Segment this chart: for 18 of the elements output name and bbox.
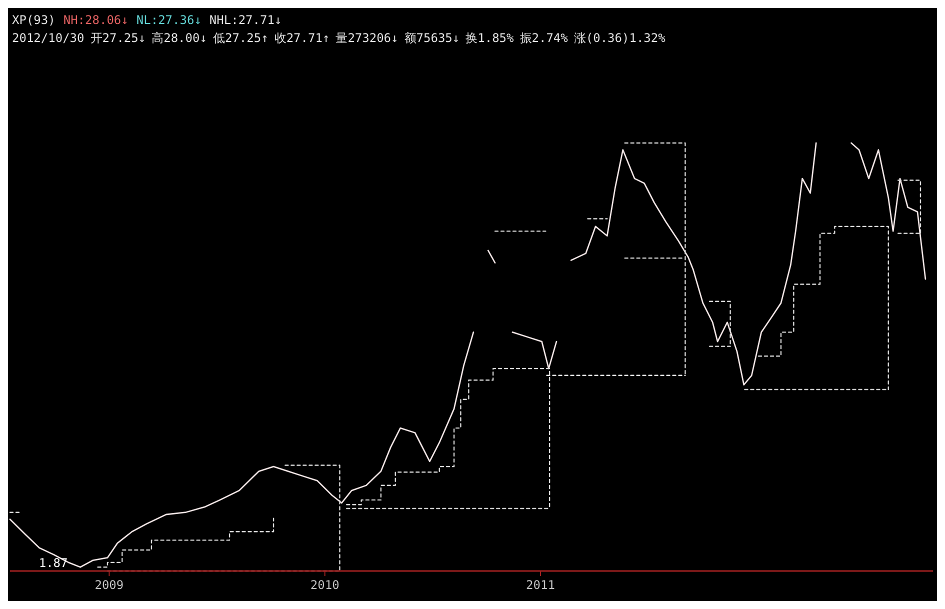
text: NH:28.06↓: [63, 13, 128, 27]
x-tick-label: 2011: [526, 578, 555, 592]
x-tick-label: 2009: [94, 578, 124, 592]
text: NL:27.36↓: [136, 13, 202, 27]
text: 2012/10/30: [12, 31, 84, 45]
text: 开27.25↓: [90, 31, 146, 45]
chart-title: XP(93): [12, 13, 56, 27]
text: 量273206↓: [336, 31, 398, 45]
text: 涨(0.36)1.32%: [574, 31, 666, 45]
x-tick-label: 2010: [310, 578, 340, 592]
text: 收27.71↑: [274, 31, 330, 45]
annotation: 1.87: [38, 556, 68, 570]
text: 额75635↓: [404, 31, 460, 45]
text: 换1.85%: [466, 31, 515, 45]
text: 高28.00↓: [152, 31, 207, 45]
text: NHL:27.71↓: [209, 13, 282, 27]
text: 振2.74%: [520, 31, 569, 45]
text: 低27.25↑: [212, 31, 268, 45]
